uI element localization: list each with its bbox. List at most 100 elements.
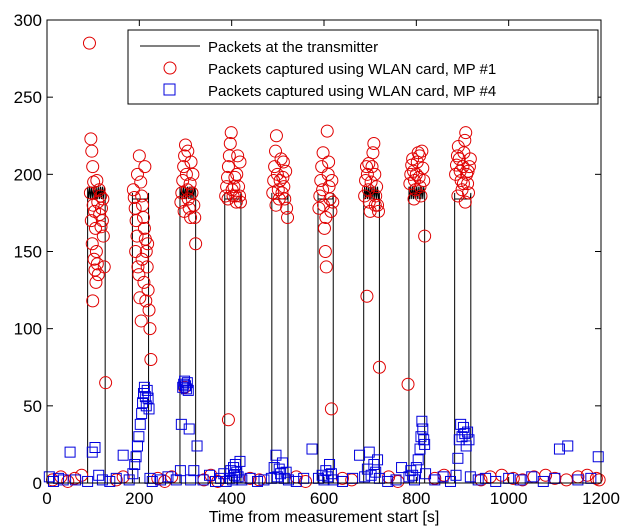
mp1-point (450, 149, 464, 163)
mp1-point (143, 322, 157, 336)
x-tick-label: 600 (310, 489, 338, 508)
mp1-point (136, 211, 150, 225)
mp4-point (134, 418, 146, 430)
mp1-point (221, 413, 235, 427)
mp4-point (129, 458, 141, 470)
mp1-point (413, 149, 427, 163)
mp1-point (462, 160, 476, 174)
mp1-point (99, 376, 113, 390)
mp1-point (370, 180, 384, 194)
mp1-point (142, 303, 156, 317)
mp4-point (450, 469, 462, 481)
mp4-point (183, 423, 195, 435)
mp4-point (236, 474, 248, 486)
mp1-point (231, 149, 245, 163)
mp1-point (230, 167, 244, 181)
y-tick-label: 0 (33, 474, 42, 493)
mp4-point (420, 468, 432, 480)
mp4-point (57, 474, 69, 486)
mp1-point (90, 174, 104, 188)
mp4-point (133, 431, 145, 443)
mp1-point (138, 160, 152, 174)
mp4-point (372, 454, 384, 466)
mp1-point (131, 260, 145, 274)
legend-label-mp1: Packets captured using WLAN card, MP #1 (208, 61, 496, 78)
mp1-point (367, 136, 381, 150)
mp1-point (184, 211, 198, 225)
mp1-point (129, 214, 143, 228)
x-tick-label: 1000 (490, 489, 528, 508)
mp1-point (319, 260, 333, 274)
mp4-point (526, 471, 538, 483)
mp1-point (85, 144, 99, 158)
mp1-point (320, 124, 334, 138)
mp1-point (316, 183, 330, 197)
mp1-point (181, 144, 195, 158)
mp1-point (132, 268, 146, 282)
mp1-point (89, 275, 103, 289)
mp4-point (142, 392, 154, 404)
mp1-point (189, 237, 203, 251)
mp4-point (322, 471, 334, 483)
mp1-point (458, 195, 472, 209)
mp1-point (90, 257, 104, 271)
mp1-point (88, 221, 102, 235)
x-tick-label: 800 (402, 489, 430, 508)
mp4-point (462, 426, 474, 438)
mp1-point (151, 471, 165, 485)
mp4-point (143, 403, 155, 415)
mp4-point (139, 391, 151, 403)
mp1-point (135, 189, 149, 203)
tick-layer: 0 200 400 600 800 1000 1200 0 50 100 150 200 250 300 (14, 11, 620, 508)
mp1-marker-layer (46, 36, 606, 488)
mp1-point (276, 170, 290, 184)
mp4-point (370, 466, 382, 478)
mp1-point (359, 160, 373, 174)
mp1-point (229, 195, 243, 209)
legend-box (127, 29, 599, 105)
mp1-point (299, 474, 313, 488)
mp1-point (458, 133, 472, 147)
mp1-point (126, 183, 140, 197)
mp1-point (140, 260, 154, 274)
mp1-point (371, 204, 385, 218)
mp4-point (472, 474, 484, 486)
mp1-point (109, 473, 123, 487)
mp1-point (127, 190, 141, 204)
mp1-point (85, 237, 99, 251)
mp4-point (96, 474, 108, 486)
mp4-point (234, 455, 246, 467)
mp4-point (64, 446, 76, 458)
mp4-point (131, 440, 143, 452)
mp1-point (279, 164, 293, 178)
mp4-point (553, 443, 565, 455)
mp4-point (252, 475, 264, 487)
mp4-point (123, 474, 135, 486)
mp4-point (415, 431, 427, 443)
mp4-point (452, 452, 464, 464)
mp1-point (243, 471, 257, 485)
mp1-point (94, 220, 108, 234)
mp4-point (396, 462, 408, 474)
mp4-point (382, 475, 394, 487)
mp1-point (188, 211, 202, 225)
legend-label-mp4: Packets captured using WLAN card, MP #4 (208, 83, 496, 100)
mp4-point (89, 442, 101, 454)
mp4-point (463, 434, 475, 446)
mp4-point (70, 474, 82, 486)
mp1-point (139, 245, 153, 258)
mp4-point (324, 458, 336, 470)
mp1-point (224, 126, 238, 140)
x-tick-label: 0 (42, 489, 51, 508)
mp1-point (135, 252, 149, 266)
mp1-point (211, 474, 225, 488)
mp1-point (221, 170, 235, 184)
mp1-point (232, 180, 246, 194)
mp1-point (401, 377, 415, 391)
mp4-point (416, 415, 428, 427)
mp1-point (268, 160, 282, 174)
mp1-point (276, 155, 290, 169)
mp1-point (228, 170, 242, 184)
mp4-point (460, 440, 472, 452)
